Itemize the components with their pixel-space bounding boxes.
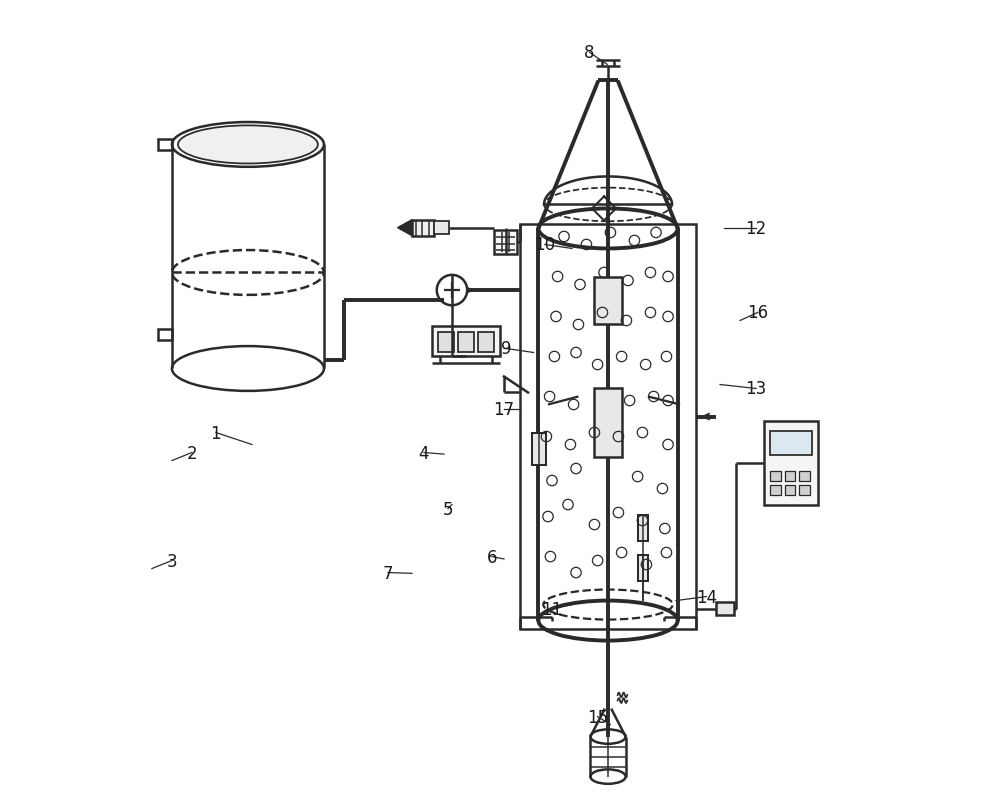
Bar — [716, 602, 734, 615]
Text: 8: 8 — [584, 44, 595, 63]
Bar — [520, 225, 696, 629]
Bar — [158, 330, 172, 341]
Text: 14: 14 — [696, 588, 717, 606]
Text: 10: 10 — [534, 236, 555, 254]
Bar — [432, 326, 500, 357]
Bar — [799, 472, 810, 481]
Bar — [785, 486, 795, 496]
Text: 13: 13 — [745, 380, 767, 398]
Text: 4: 4 — [419, 444, 429, 462]
Polygon shape — [398, 221, 412, 237]
Text: 2: 2 — [187, 444, 197, 462]
Bar — [412, 221, 434, 237]
Ellipse shape — [172, 123, 324, 168]
Bar — [770, 472, 781, 481]
Ellipse shape — [178, 126, 318, 164]
Text: 6: 6 — [487, 548, 497, 566]
Text: 1: 1 — [211, 424, 221, 442]
Text: 16: 16 — [747, 304, 768, 322]
Bar — [638, 516, 648, 541]
Bar — [638, 555, 648, 581]
Text: 15: 15 — [587, 707, 608, 726]
Bar — [478, 332, 494, 352]
Bar — [532, 433, 546, 465]
Bar — [764, 421, 818, 505]
Bar — [594, 277, 622, 325]
Text: 12: 12 — [745, 221, 767, 238]
Bar — [494, 231, 517, 255]
Bar — [158, 140, 172, 151]
Text: 5: 5 — [443, 500, 453, 518]
Bar — [458, 332, 474, 352]
Text: 17: 17 — [493, 400, 515, 418]
Bar — [438, 332, 454, 352]
Bar — [770, 486, 781, 496]
Bar — [594, 389, 622, 457]
Text: 3: 3 — [167, 552, 177, 570]
Bar — [785, 472, 795, 481]
Bar — [770, 431, 812, 456]
Text: 9: 9 — [501, 340, 512, 358]
Text: 7: 7 — [383, 564, 393, 581]
Bar — [434, 222, 449, 235]
Bar — [799, 486, 810, 496]
Text: 11: 11 — [541, 600, 563, 618]
